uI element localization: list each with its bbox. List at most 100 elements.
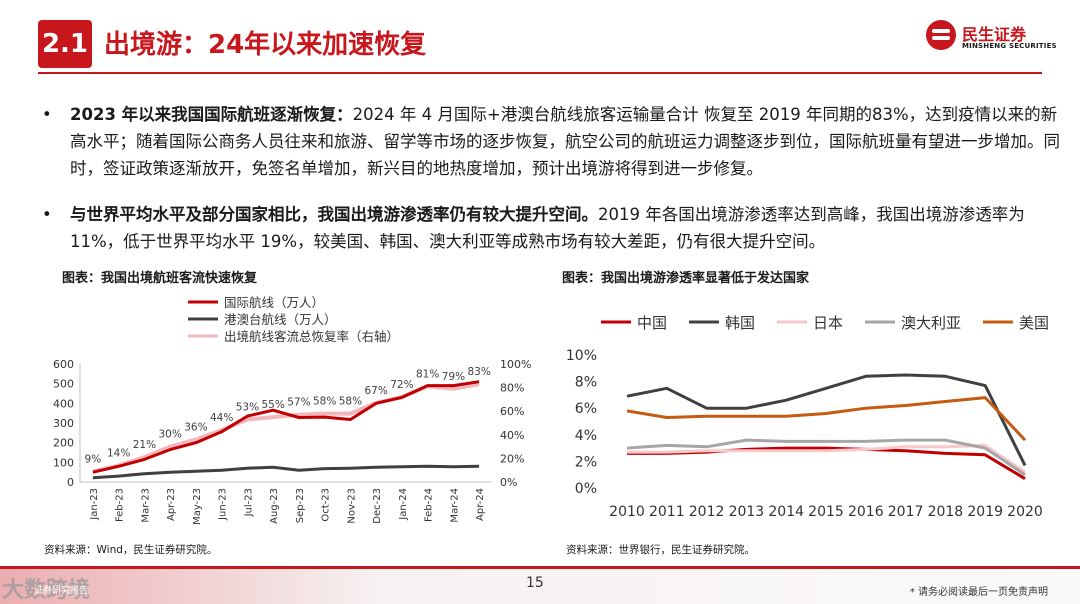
series-line-美国 [626,396,1027,442]
watermark: 大数跨境 [2,578,91,603]
right-chart-caption: 图表：我国出境游渗透率显著低于发达国家 [562,271,810,286]
x-tick-label: 2020 [1007,504,1043,520]
legend-label: 韩国 [725,314,755,332]
data-label: 57% [287,397,310,409]
x-tick-label: Sep-23 [295,488,306,523]
legend-label: 港澳台航线（万人） [224,312,337,327]
left-chart-caption: 图表：我国出境航班客流快速恢复 [62,271,258,286]
bullet-1-heading: 2023 年以来我国国际航班逐渐恢复： [70,105,353,124]
x-tick-label: May-23 [192,488,203,525]
x-tick-label: Jun-23 [218,488,229,521]
y-tick-label: 6% [575,401,597,417]
y2-tick-label: 0% [500,476,517,489]
data-label: 58% [313,396,336,408]
data-label: 72% [390,379,413,391]
y-tick-label: 400 [53,397,74,410]
data-label: 79% [442,371,465,383]
x-tick-label: Feb-23 [115,488,126,522]
legend-label: 美国 [1019,314,1049,332]
x-tick-label: Dec-23 [372,488,383,524]
data-label: 30% [158,429,181,441]
data-label: 53% [236,401,259,413]
y-tick-label: 0 [67,476,74,489]
y2-tick-label: 80% [500,382,524,395]
series-line-澳大利亚 [626,438,1026,476]
x-tick-label: Oct-23 [321,488,332,522]
y-tick-label: 10% [566,348,597,364]
x-tick-label: 2016 [848,504,884,520]
series-line-0 [92,380,480,474]
series-line-韩国 [626,373,1027,467]
logo-icon [926,20,956,50]
bullet-2-heading: 与世界平均水平及部分国家相比，我国出境游渗透率仍有较大提升空间。 [70,205,598,224]
footer: 大数跨境 证券研究报告 15 * 请务必阅读最后一页免责声明 [0,566,1080,604]
x-tick-label: 2019 [967,504,1003,520]
title-divider [38,72,1042,74]
y-tick-label: 2% [575,454,597,470]
bullet-2-text: 2019 年各国出境游渗透率达到高峰，我国出境游渗透率为 11%，低于世界平均水… [70,205,1025,251]
x-tick-label: Mar-23 [140,488,151,523]
disclaimer: * 请务必阅读最后一页免责声明 [909,587,1048,598]
x-tick-label: Apr-23 [166,488,177,521]
x-tick-label: 2010 [609,504,645,520]
y-tick-label: 4% [575,428,597,444]
y-tick-label: 500 [53,378,74,391]
x-tick-label: Aug-23 [269,488,280,524]
y2-tick-label: 100% [500,358,531,371]
x-tick-label: 2017 [888,504,924,520]
y-tick-label: 100 [53,456,74,469]
data-label: 44% [210,412,233,424]
page-number: 15 [526,575,544,591]
data-label: 36% [184,422,207,434]
bullet-dot: • [42,205,52,224]
y-tick-label: 8% [575,375,597,391]
left-chart-source: 资料来源：Wind，民生证券研究院。 [44,544,218,556]
x-tick-label: 2013 [729,504,765,520]
bullet-1-text: 2024 年 4 月国际+港澳台航线旅客运输量合计 恢复至 2019 年同期的8… [70,105,1060,178]
y2-tick-label: 20% [500,452,524,465]
x-tick-label: 2014 [768,504,804,520]
data-label: 14% [107,447,130,459]
section-badge: 2.1 [38,20,92,68]
data-label: 67% [364,385,387,397]
y2-tick-label: 40% [500,429,524,442]
footer-strip [0,566,1080,569]
legend-label: 出境航线客流总恢复率（右轴） [224,329,399,344]
brand-logo: 民生证券 MINSHENG SECURITIES [926,20,1057,60]
y-tick-label: 0% [575,481,597,497]
bullet-dot: • [42,105,52,124]
x-tick-label: Apr-24 [475,488,486,521]
brand-name-cn: 民生证券 [962,25,1027,44]
right-chart-source: 资料来源：世界银行，民生证券研究院。 [566,544,755,556]
data-label: 81% [416,368,439,380]
legend-label: 日本 [813,314,843,332]
data-label: 58% [339,396,362,408]
y-tick-label: 300 [53,417,74,430]
x-tick-label: Jul-23 [243,488,254,517]
footer-bar [0,566,1080,604]
x-tick-label: Nov-23 [346,488,357,524]
x-tick-label: 2018 [928,504,964,520]
data-label: 83% [467,366,490,378]
page-title: 出境游：24年以来加速恢复 [104,30,427,60]
x-tick-label: Feb-24 [424,488,435,522]
legend-label: 中国 [637,314,667,332]
series-line-日本 [627,443,1026,474]
y-tick-label: 200 [53,437,74,450]
x-tick-label: 2012 [689,504,725,520]
penetration-rate-chart: 中国 韩国 日本 澳大利亚 美国0%2%4%6%8%10%2010 2011 2012 201… [566,314,1049,520]
flight-recovery-chart: 国际航线（万人） 港澳台航线（万人） 出境航线客流总恢复率（右轴） 0 100 200 30… [53,295,531,525]
x-tick-label: 2011 [649,504,685,520]
x-tick-label: 2015 [808,504,844,520]
data-label: 21% [133,439,156,451]
x-tick-label: Jan-24 [398,488,409,521]
x-tick-label: Mar-24 [449,488,460,523]
brand-name-en: MINSHENG SECURITIES [962,42,1057,50]
series-line-1 [92,464,480,480]
data-label: 55% [261,399,284,411]
data-label: 9% [85,453,102,465]
legend-label: 国际航线（万人） [224,295,324,310]
footer-label: 证券研究报告 [34,586,89,596]
y2-tick-label: 60% [500,405,524,418]
legend-label: 澳大利亚 [901,314,961,332]
